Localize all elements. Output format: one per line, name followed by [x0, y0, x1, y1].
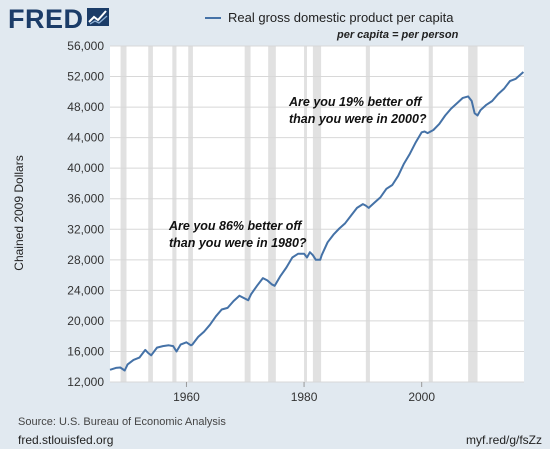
logo-text: FRED: [8, 3, 84, 34]
x-tick-label: 1980: [291, 390, 318, 404]
annotation-line: Are you 19% better off: [289, 95, 422, 109]
y-tick-label: 28,000: [67, 253, 104, 267]
y-tick-label: 32,000: [67, 222, 104, 236]
recession-bands: [120, 46, 478, 382]
y-tick-label: 56,000: [67, 39, 104, 53]
y-tick-label: 52,000: [67, 70, 104, 84]
recession-band: [188, 46, 193, 382]
recession-band: [304, 46, 308, 382]
y-tick-label: 24,000: [67, 283, 104, 297]
annotation-line: than you were in 2000?: [289, 112, 427, 126]
x-axis-ticks: 1960 1980 2000: [173, 382, 435, 404]
y-tick-label: 20,000: [67, 314, 104, 328]
fred-url[interactable]: fred.stlouisfed.org: [18, 433, 114, 447]
y-axis-label: Chained 2009 Dollars: [12, 155, 26, 270]
recession-band: [268, 46, 276, 382]
legend-entry: Real gross domestic product per capita: [228, 10, 454, 25]
short-url[interactable]: myf.red/g/fsZz: [465, 433, 542, 447]
y-tick-label: 40,000: [67, 161, 104, 175]
grid-lines: [110, 45, 524, 383]
y-axis-ticks: 12,000 16,000 20,000 24,000 28,000 32,000 36,0…: [67, 39, 104, 389]
y-tick-label: 36,000: [67, 192, 104, 206]
x-tick-label: 1960: [173, 390, 200, 404]
gdp-chart: 12,000 16,000 20,000 24,000 28,000 32,000 36,0…: [12, 39, 525, 404]
recession-band: [172, 46, 177, 382]
source-note: Source: U.S. Bureau of Economic Analysis: [18, 416, 226, 428]
recession-band: [365, 46, 370, 382]
y-tick-label: 48,000: [67, 100, 104, 114]
y-tick-label: 16,000: [67, 344, 104, 358]
annotation-line: Are you 86% better off: [169, 219, 302, 233]
legend-swatch: [205, 16, 221, 19]
x-tick-label: 2000: [408, 390, 435, 404]
fred-logo[interactable]: FRED: [8, 4, 109, 34]
recession-band: [312, 46, 322, 382]
recession-band: [468, 46, 478, 382]
recession-band: [244, 46, 251, 382]
recession-band: [428, 46, 433, 382]
annotation-1980: Are you 86% better off than you were in …: [169, 218, 307, 252]
series-lines: [109, 71, 525, 372]
annotation-2000: Are you 19% better off than you were in …: [289, 94, 427, 128]
line-chart-icon: [86, 7, 109, 31]
y-tick-label: 12,000: [67, 375, 104, 389]
recession-band: [148, 46, 153, 382]
y-tick-label: 44,000: [67, 131, 104, 145]
annotation-line: than you were in 1980?: [169, 236, 307, 250]
chart-legend: Real gross domestic product per capita: [205, 10, 453, 25]
series-line-gdp-per-capita: [109, 71, 525, 372]
recession-band: [120, 46, 127, 382]
chart-subtitle: per capita = per person: [337, 29, 459, 41]
